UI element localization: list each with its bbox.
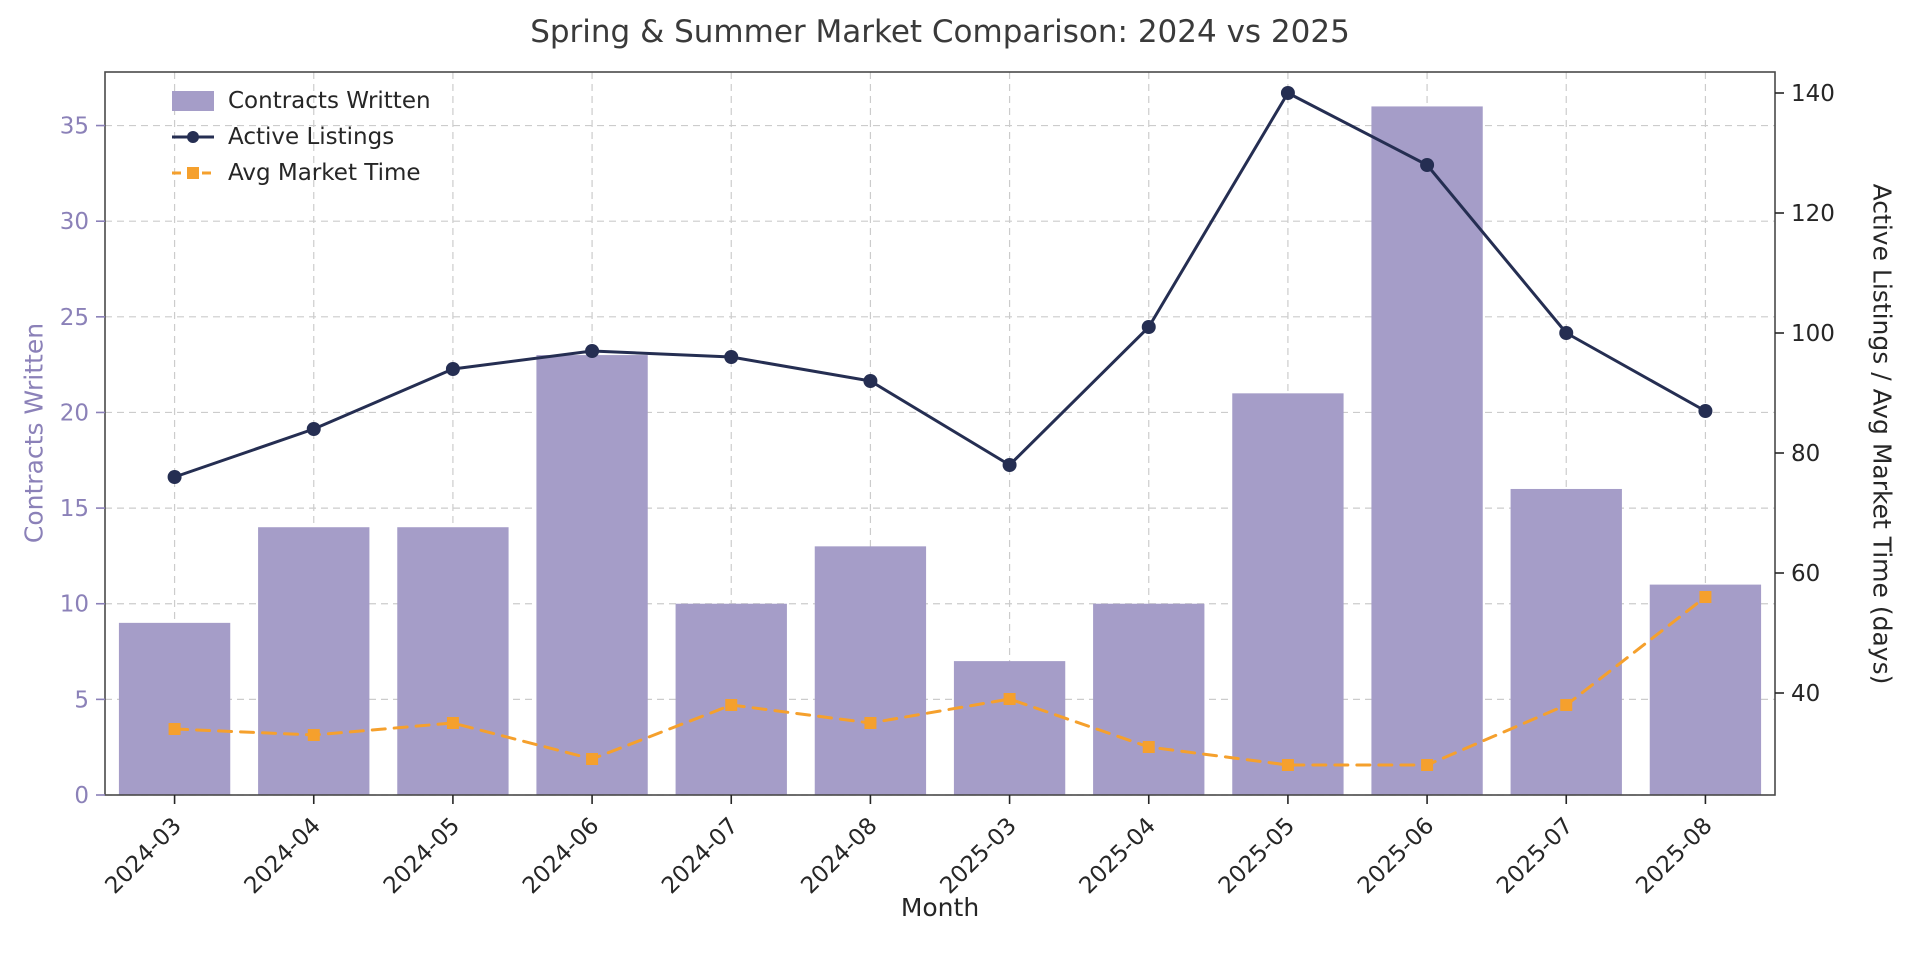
point-2025-04	[1142, 741, 1155, 753]
y-axis-left: 0 5 10 15 20 25 30 35	[60, 114, 105, 809]
point-2024-05	[446, 717, 459, 729]
line-avg-market-time-path	[173, 595, 1707, 767]
point-2024-04	[306, 422, 321, 436]
y-tick-left: 0	[74, 783, 89, 809]
bar-2025-03	[953, 661, 1066, 795]
y-tick-right: 140	[1791, 81, 1835, 107]
y-tick-right: 100	[1791, 321, 1835, 347]
bars-contracts-written	[118, 106, 1762, 795]
y-tick-left: 30	[60, 209, 89, 235]
legend-item-active-listings: Active Listings	[170, 124, 431, 150]
point-2025-06	[1420, 158, 1435, 172]
bar-2024-08	[814, 546, 927, 795]
legend-swatch-bar	[172, 91, 214, 111]
legend-label: Avg Market Time	[228, 160, 421, 186]
line-avg-market-time	[168, 591, 1712, 771]
y-tick-right: 80	[1791, 441, 1820, 467]
point-2025-04	[1141, 320, 1156, 334]
point-2024-03	[168, 723, 181, 735]
point-2024-04	[307, 729, 320, 741]
legend-label: Active Listings	[228, 124, 395, 150]
y-axis-label-left: Contracts Written	[19, 322, 49, 544]
y-axis-right: 40 60 80 100 120 140	[1775, 81, 1835, 707]
point-2025-07	[1559, 326, 1574, 340]
legend-swatch-line-circle	[172, 131, 214, 143]
point-2025-07	[1560, 699, 1573, 711]
point-2025-03	[1002, 458, 1017, 472]
y-tick-right: 40	[1791, 681, 1820, 707]
point-2025-08	[1698, 404, 1713, 418]
point-2025-08	[1699, 591, 1712, 603]
x-axis-label: Month	[900, 893, 980, 922]
legend-swatch-line-square	[172, 167, 214, 179]
point-2025-05	[1280, 86, 1295, 100]
bar-2025-05	[1232, 393, 1344, 795]
bar-2024-05	[397, 527, 509, 795]
legend-label: Contracts Written	[228, 88, 431, 114]
legend-item-avg-market-time: Avg Market Time	[170, 160, 431, 186]
chart-title: Spring & Summer Market Comparison: 2024 …	[530, 14, 1350, 50]
legend: Contracts Written Active Listings Avg Ma…	[170, 88, 431, 186]
y-tick-left: 20	[60, 400, 89, 426]
legend-item-contracts-written: Contracts Written	[170, 88, 431, 114]
y-tick-left: 35	[60, 114, 89, 140]
y-tick-left: 5	[74, 687, 89, 713]
bar-2024-06	[536, 355, 648, 795]
plot-border	[104, 71, 1776, 796]
y-tick-left: 15	[60, 496, 89, 522]
bar-2024-04	[258, 527, 370, 795]
bar-2025-08	[1649, 584, 1762, 795]
point-2025-05	[1281, 759, 1294, 771]
point-2024-06	[585, 344, 600, 358]
point-2025-06	[1421, 759, 1434, 771]
point-2024-08	[864, 717, 877, 729]
y-tick-left: 25	[60, 305, 89, 331]
point-2024-07	[725, 699, 738, 711]
bar-2024-03	[118, 622, 231, 795]
y-tick-left: 10	[60, 592, 89, 618]
point-2024-03	[167, 470, 182, 484]
y-tick-right: 60	[1791, 561, 1820, 587]
y-axis-label-right: Active Listings / Avg Market Time (days)	[1867, 183, 1897, 685]
point-2024-08	[863, 374, 878, 388]
point-2024-06	[586, 753, 599, 765]
line-active-listings	[167, 86, 1713, 484]
y-tick-right: 120	[1791, 201, 1835, 227]
bar-2025-04	[1093, 603, 1205, 795]
line-active-listings-path	[173, 91, 1707, 479]
bar-2025-06	[1371, 106, 1483, 795]
point-2024-05	[445, 362, 460, 376]
bar-2025-07	[1510, 488, 1622, 795]
point-2024-07	[724, 350, 739, 364]
point-2025-03	[1003, 693, 1016, 705]
